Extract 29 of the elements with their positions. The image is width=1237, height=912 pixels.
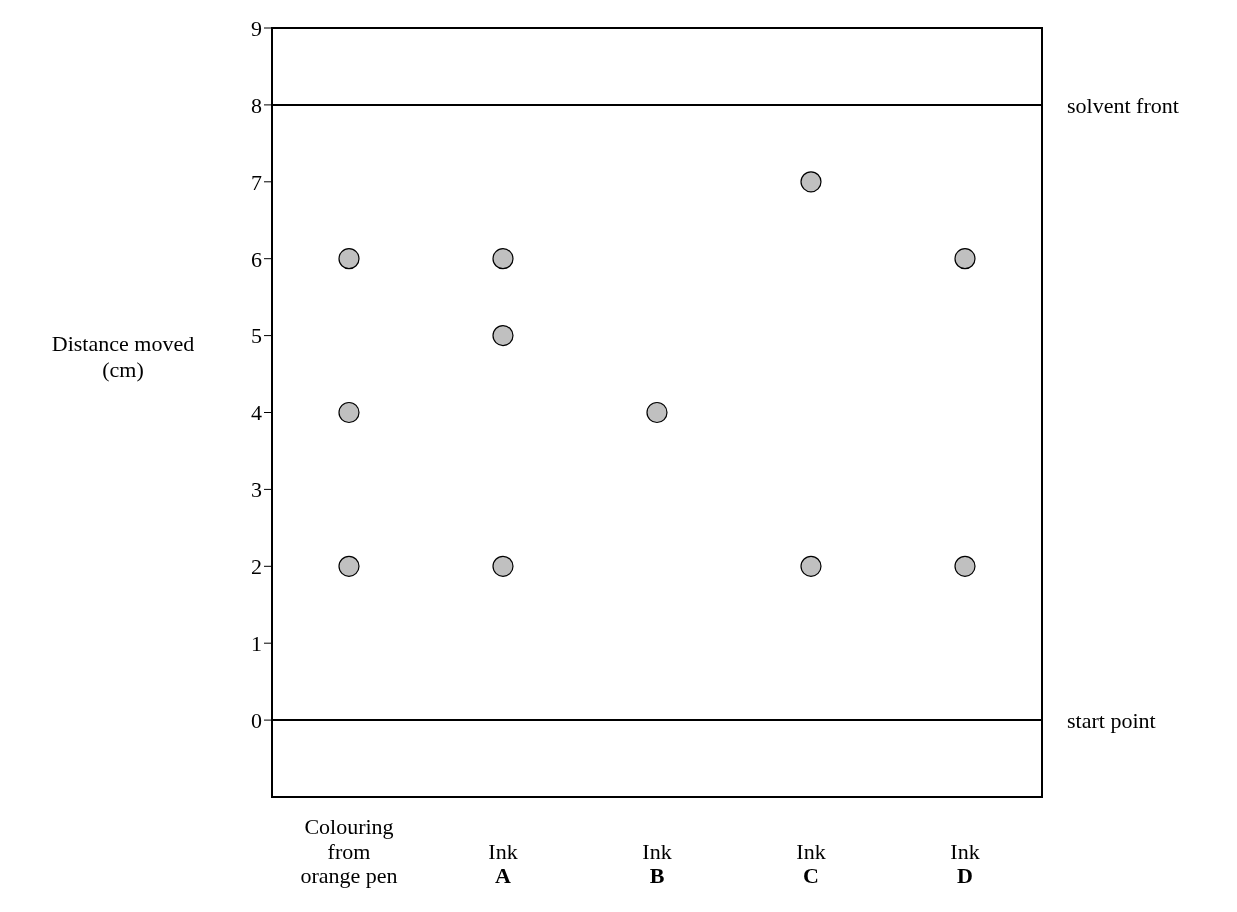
point (492, 248, 514, 270)
point (800, 555, 822, 577)
y-tick-label: 0 (251, 707, 262, 733)
point (646, 401, 668, 424)
x-tick-label: Ink C (796, 838, 826, 888)
point (800, 171, 822, 193)
point (954, 555, 976, 577)
ref-line-label: start point (1067, 707, 1156, 733)
y-tick-label: 2 (251, 554, 262, 580)
x-tick-label: Colouring from orange pen (300, 814, 398, 888)
y-tick-label: 4 (251, 400, 262, 426)
x-tick-label: Ink A (488, 838, 518, 888)
point (338, 401, 360, 424)
ref-line-label: solvent front (1067, 92, 1179, 118)
point (338, 555, 360, 577)
y-tick-label: 3 (251, 477, 262, 503)
x-tick-label: Ink D (950, 838, 980, 888)
point (492, 555, 514, 577)
y-tick-label: 7 (251, 169, 262, 195)
y-axis-title: Distance moved (cm) (51, 330, 195, 382)
point (492, 325, 514, 347)
point (954, 248, 976, 270)
y-tick-label: 6 (251, 246, 262, 272)
point (338, 248, 360, 270)
y-tick-label: 1 (251, 631, 262, 657)
y-tick-label: 9 (251, 15, 262, 41)
y-tick-label: 5 (251, 323, 262, 349)
x-tick-label: Ink B (642, 838, 672, 888)
y-tick-label: 8 (251, 92, 262, 118)
